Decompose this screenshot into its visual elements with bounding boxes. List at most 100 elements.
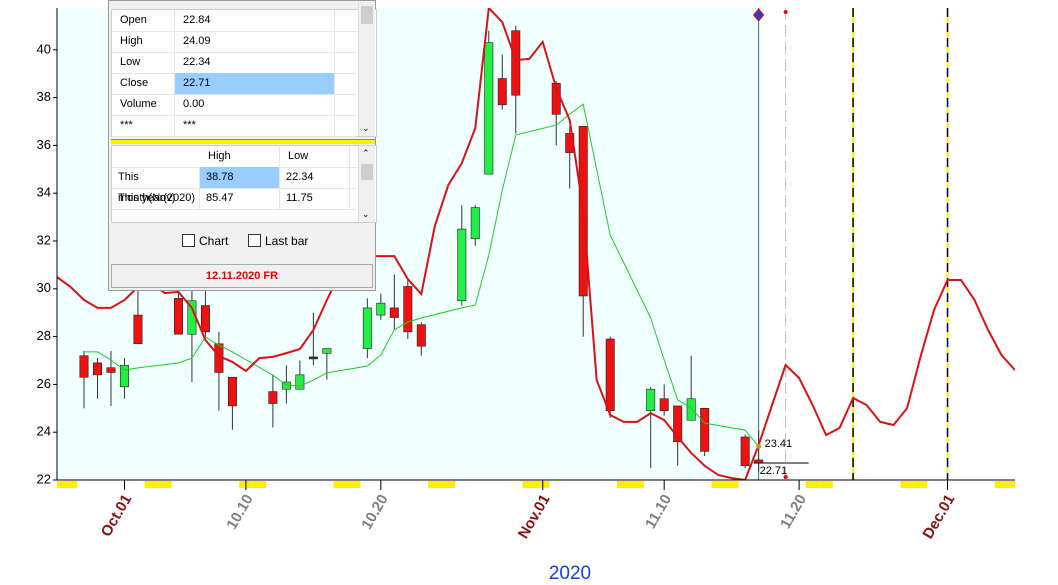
y-tick-label: 26 <box>37 376 51 391</box>
candle-body <box>322 348 332 354</box>
row-label: This month(Nov) <box>112 167 200 204</box>
marker <box>783 475 788 479</box>
row-value: 22.34 <box>175 52 335 73</box>
x-tick-label: Dec.01 <box>920 491 959 541</box>
scrollbar[interactable]: ⌃ ⌄ <box>358 146 375 222</box>
weekend-marker <box>428 481 442 488</box>
weekend-marker <box>819 481 833 488</box>
candle-body <box>133 314 143 345</box>
info-panel: ⌄ Open 22.84 High 24.09 Low 22.34 Close 22.71 Vo… <box>108 0 377 291</box>
row-label: *** <box>112 115 175 136</box>
candle-body <box>119 364 129 388</box>
weekend-marker <box>333 481 348 488</box>
candle-body <box>605 338 615 411</box>
range-table: ⌃ ⌄ High Low This month(Nov) 38.78 22.34 This … <box>111 145 377 223</box>
weekend-marker <box>522 481 536 488</box>
weekend-marker <box>63 481 78 488</box>
annotation-label: 22.71 <box>760 465 788 477</box>
candle-body <box>740 436 750 466</box>
candle-body <box>686 398 696 421</box>
candle-body <box>362 307 372 349</box>
weekend-marker <box>630 481 644 488</box>
row-label: High <box>112 31 175 52</box>
row-label: Low <box>112 52 175 73</box>
checkbox-label: Chart <box>199 234 229 248</box>
candle-body <box>457 228 467 302</box>
row-value: 24.09 <box>175 31 335 52</box>
chart-checkbox[interactable]: Chart <box>182 234 228 248</box>
header-row: High Low <box>112 146 357 168</box>
quote-row: Open 22.84 <box>112 10 357 32</box>
candle-body <box>484 42 494 175</box>
x-tick-label: 11.10 <box>642 491 675 531</box>
y-tick-label: 36 <box>37 137 51 152</box>
row-value: 22.71 <box>175 73 335 94</box>
quote-row: Volume 0.00 <box>112 94 357 116</box>
plot <box>57 8 1015 480</box>
candle-body <box>497 78 507 106</box>
y-tick-label: 34 <box>37 185 51 200</box>
weekend-marker <box>900 481 914 488</box>
marker <box>783 10 788 14</box>
range-row: This month(Nov) 38.78 22.34 <box>112 167 357 204</box>
range-row: This year(2020) 85.47 11.75 <box>112 188 357 210</box>
weekend-marker <box>805 481 820 488</box>
candle-body <box>700 408 710 452</box>
weekend-marker <box>724 481 739 488</box>
row-value: *** <box>175 115 335 136</box>
candle-body <box>200 305 210 333</box>
quote-row: Close 22.71 <box>112 73 357 95</box>
row-value: 38.78 <box>200 167 280 188</box>
column-header: High <box>200 146 280 167</box>
candle-body <box>173 298 183 335</box>
row-value: 22.84 <box>175 10 335 31</box>
x-tick-label: Oct.01 <box>98 491 136 539</box>
candle-body <box>79 355 89 378</box>
y-tick-label: 22 <box>37 471 51 486</box>
weekend-marker <box>441 481 456 488</box>
weekend-marker <box>347 481 361 488</box>
y-tick-label: 38 <box>37 89 51 104</box>
candle-body <box>92 362 102 376</box>
candle-body <box>416 324 426 347</box>
candle-body <box>308 356 318 360</box>
candle-body <box>659 398 669 411</box>
column-header: Low <box>280 146 350 167</box>
candle-body <box>673 405 683 443</box>
row-value: 11.75 <box>280 188 350 209</box>
annotation-label: 23.41 <box>765 438 793 450</box>
candle-body <box>403 286 413 333</box>
y-tick-label: 32 <box>37 232 51 247</box>
candle-body <box>389 307 399 318</box>
x-tick-label: Nov.01 <box>515 491 554 541</box>
last-bar-checkbox[interactable]: Last bar <box>248 234 308 248</box>
candle-body <box>376 302 386 316</box>
row-label: This year(2020) <box>112 188 200 209</box>
y-tick-label: 24 <box>37 424 51 439</box>
quote-table: ⌄ Open 22.84 High 24.09 Low 22.34 Close 22.71 Vo… <box>111 2 377 137</box>
status-bar: 12.11.2020 FR <box>111 264 373 288</box>
y-tick-label: 40 <box>37 41 51 56</box>
weekend-marker <box>616 481 631 488</box>
x-tick-label: 10.10 <box>223 491 256 532</box>
x-axis-title: 2020 <box>549 563 591 584</box>
quote-row: Low 22.34 <box>112 52 357 74</box>
x-tick-label: 10.20 <box>358 491 391 532</box>
moving-average-line <box>84 103 759 447</box>
weekend-marker <box>711 481 725 488</box>
quote-row: *** *** <box>112 115 357 137</box>
y-tick-label: 28 <box>37 328 51 343</box>
weekend-marker <box>144 481 159 488</box>
row-label: Volume <box>112 94 175 115</box>
candle-body <box>268 391 278 404</box>
quote-row: High 24.09 <box>112 31 357 53</box>
forecast-line <box>57 8 1015 480</box>
marker <box>752 8 765 22</box>
x-tick-label: 11.20 <box>777 491 810 531</box>
candle-body <box>295 374 305 390</box>
row-value: 22.34 <box>280 167 350 188</box>
row-label: Open <box>112 10 175 31</box>
scrollbar[interactable]: ⌄ <box>358 2 375 136</box>
y-tick-label: 30 <box>37 280 51 295</box>
